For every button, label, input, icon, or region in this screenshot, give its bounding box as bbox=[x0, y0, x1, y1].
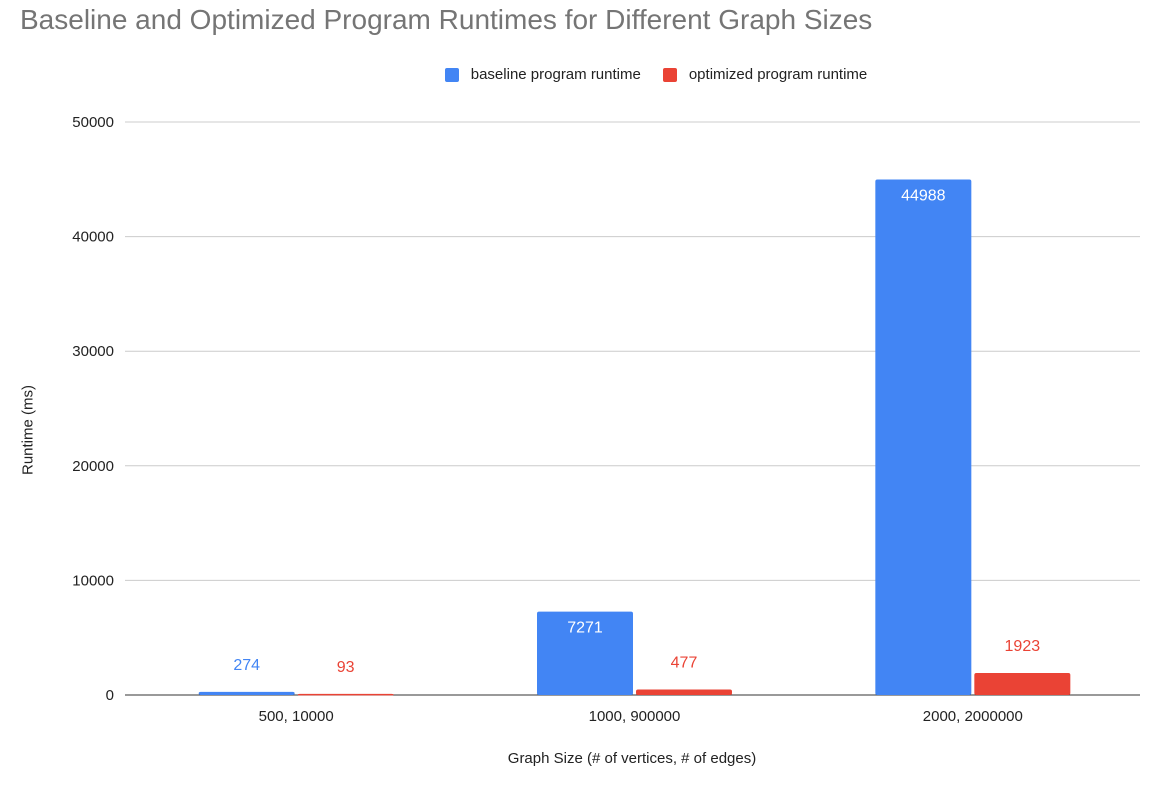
data-label: 7271 bbox=[567, 620, 603, 637]
x-axis-label: Graph Size (# of vertices, # of edges) bbox=[507, 750, 757, 767]
bar-optimized bbox=[297, 693, 394, 696]
y-tick-label: 40000 bbox=[72, 229, 114, 246]
legend-swatch-baseline bbox=[444, 67, 459, 82]
data-label: 44988 bbox=[901, 187, 946, 204]
legend: baseline program runtime optimized progr… bbox=[0, 66, 1172, 83]
legend-label-baseline: baseline program runtime bbox=[470, 66, 641, 83]
legend-swatch-optimized bbox=[662, 67, 677, 82]
data-label: 1923 bbox=[1005, 638, 1041, 655]
bar-baseline bbox=[537, 611, 633, 695]
y-tick-label: 20000 bbox=[72, 458, 114, 475]
chart-title: Baseline and Optimized Program Runtimes … bbox=[20, 4, 873, 35]
legend-item-optimized[interactable]: optimized program runtime bbox=[662, 66, 868, 83]
bar-baseline bbox=[198, 691, 295, 695]
y-tick-label: 50000 bbox=[72, 114, 114, 131]
y-tick-label: 0 bbox=[106, 687, 114, 704]
legend-item-baseline[interactable]: baseline program runtime bbox=[444, 66, 641, 83]
legend-label-optimized: optimized program runtime bbox=[688, 66, 868, 83]
x-tick-label: 500, 10000 bbox=[259, 708, 334, 725]
x-tick-label: 1000, 900000 bbox=[589, 708, 681, 725]
bar-baseline bbox=[875, 179, 972, 696]
bar-optimized bbox=[636, 689, 732, 695]
data-label: 93 bbox=[337, 659, 355, 676]
x-tick-label: 2000, 2000000 bbox=[923, 708, 1023, 725]
bar-optimized bbox=[974, 672, 1071, 695]
y-tick-label: 30000 bbox=[72, 343, 114, 360]
y-tick-label: 10000 bbox=[72, 572, 114, 589]
data-label: 477 bbox=[671, 655, 698, 672]
data-label: 274 bbox=[233, 657, 260, 674]
